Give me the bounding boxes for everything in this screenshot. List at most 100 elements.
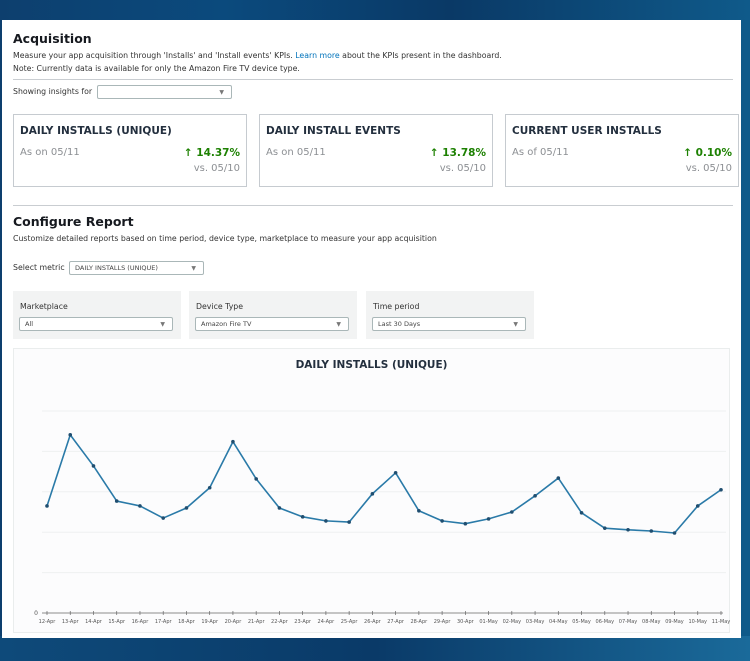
y-tick-label: 0 xyxy=(34,610,38,617)
x-tick-label: 29-Apr xyxy=(434,619,452,625)
kpi-title: DAILY INSTALLS (UNIQUE) xyxy=(20,125,172,137)
description-text-tail: about the KPIs present in the dashboard. xyxy=(339,51,502,60)
data-point[interactable] xyxy=(510,510,514,514)
time-period-dropdown[interactable]: Last 30 Days ▼ xyxy=(372,317,526,331)
description-text: Measure your app acquisition through 'In… xyxy=(13,51,296,60)
x-tick-label: 24-Apr xyxy=(318,619,336,625)
x-tick-label: 17-Apr xyxy=(155,619,173,625)
x-tick-label: 13-Apr xyxy=(62,619,80,625)
select-metric-dropdown[interactable]: DAILY INSTALLS (UNIQUE) ▼ xyxy=(69,261,204,275)
chevron-down-icon: ▼ xyxy=(336,321,341,328)
data-point[interactable] xyxy=(91,464,96,468)
data-point[interactable] xyxy=(579,511,584,515)
kpi-change-value: 13.78% xyxy=(442,147,486,159)
kpi-title: CURRENT USER INSTALLS xyxy=(512,125,662,137)
kpi-compare: vs. 05/10 xyxy=(439,163,486,174)
learn-more-link[interactable]: Learn more xyxy=(295,51,340,60)
marketplace-label: Marketplace xyxy=(20,302,68,311)
device-type-value: Amazon Fire TV xyxy=(201,320,252,328)
kpi-card-daily-install-events: DAILY INSTALL EVENTS As on 05/11 ↑ 13.78… xyxy=(259,114,493,187)
data-point[interactable] xyxy=(370,492,375,496)
chevron-down-icon: ▼ xyxy=(160,321,165,328)
data-note: Note: Currently data is available for on… xyxy=(13,64,300,73)
x-tick-label: 21-Apr xyxy=(248,619,266,625)
data-point[interactable] xyxy=(440,519,444,523)
x-tick-label: 23-Apr xyxy=(294,619,312,625)
x-tick-label: 30-Apr xyxy=(457,619,475,625)
data-point[interactable] xyxy=(68,433,73,437)
data-point[interactable] xyxy=(161,516,166,520)
data-point[interactable] xyxy=(324,519,328,523)
data-point[interactable] xyxy=(602,526,607,530)
divider xyxy=(13,79,733,80)
kpi-card-current-user-installs: CURRENT USER INSTALLS As of 05/11 ↑ 0.10… xyxy=(505,114,739,187)
background-band xyxy=(0,636,750,661)
up-arrow-icon: ↑ xyxy=(429,147,439,159)
divider xyxy=(13,205,733,206)
line-chart-plot: 012-Apr 13-Apr 14-Apr 15-Apr 16-Apr 17-Apr 18-… xyxy=(34,410,731,625)
x-tick-label: 02-May xyxy=(503,619,522,625)
data-point[interactable] xyxy=(300,515,305,519)
data-point[interactable] xyxy=(347,520,351,524)
data-point[interactable] xyxy=(393,471,398,475)
marketplace-filter: Marketplace All ▼ xyxy=(13,291,181,339)
data-line xyxy=(46,434,722,534)
select-metric-value: DAILY INSTALLS (UNIQUE) xyxy=(75,264,158,272)
x-tick-label: 20-Apr xyxy=(225,619,243,625)
data-point[interactable] xyxy=(672,531,677,535)
up-arrow-icon: ↑ xyxy=(183,147,193,159)
page-description: Measure your app acquisition through 'In… xyxy=(13,51,502,60)
kpi-date: As of 05/11 xyxy=(512,147,569,158)
marketplace-value: All xyxy=(25,320,34,328)
time-period-label: Time period xyxy=(373,302,420,311)
kpi-compare: vs. 05/10 xyxy=(193,163,240,174)
x-tick-label: 11-May xyxy=(712,619,731,625)
device-type-dropdown[interactable]: Amazon Fire TV ▼ xyxy=(195,317,349,331)
data-point[interactable] xyxy=(556,476,561,480)
data-point[interactable] xyxy=(45,504,49,508)
x-tick-label: 04-May xyxy=(549,619,568,625)
x-tick-label: 10-May xyxy=(689,619,708,625)
kpi-compare: vs. 05/10 xyxy=(685,163,732,174)
page-title: Acquisition xyxy=(13,31,92,46)
kpi-change-value: 14.37% xyxy=(196,147,240,159)
data-point[interactable] xyxy=(138,504,142,508)
data-point[interactable] xyxy=(184,506,189,510)
kpi-date: As on 05/11 xyxy=(20,147,80,158)
x-tick-label: 09-May xyxy=(665,619,684,625)
x-tick-label: 22-Apr xyxy=(271,619,289,625)
x-tick-label: 28-Apr xyxy=(411,619,429,625)
data-point[interactable] xyxy=(533,494,537,498)
x-tick-label: 05-May xyxy=(572,619,591,625)
kpi-card-daily-installs: DAILY INSTALLS (UNIQUE) As on 05/11 ↑ 14… xyxy=(13,114,247,187)
select-metric-label: Select metric xyxy=(13,263,65,272)
data-point[interactable] xyxy=(114,499,119,503)
data-point[interactable] xyxy=(231,439,235,444)
configure-report-title: Configure Report xyxy=(13,214,134,229)
data-point[interactable] xyxy=(486,517,491,521)
data-point[interactable] xyxy=(277,506,282,510)
device-type-label: Device Type xyxy=(196,302,244,311)
data-point[interactable] xyxy=(254,477,258,481)
kpi-title: DAILY INSTALL EVENTS xyxy=(266,125,401,137)
time-period-filter: Time period Last 30 Days ▼ xyxy=(366,291,534,339)
data-point[interactable] xyxy=(626,527,630,532)
data-point[interactable] xyxy=(463,521,468,526)
data-point[interactable] xyxy=(207,485,212,490)
time-period-value: Last 30 Days xyxy=(378,320,421,328)
x-tick-label: 16-Apr xyxy=(132,619,150,625)
marketplace-dropdown[interactable]: All ▼ xyxy=(19,317,173,331)
kpi-change: ↑ 0.10% xyxy=(683,147,732,159)
data-point[interactable] xyxy=(649,529,654,533)
x-tick-label: 07-May xyxy=(619,619,638,625)
x-tick-label: 06-May xyxy=(596,619,615,625)
x-tick-label: 26-Apr xyxy=(364,619,382,625)
showing-insights-dropdown[interactable]: ▼ xyxy=(97,85,232,99)
x-tick-label: 12-Apr xyxy=(39,619,57,625)
data-point[interactable] xyxy=(719,487,723,492)
x-tick-label: 18-Apr xyxy=(178,619,196,625)
chevron-down-icon: ▼ xyxy=(191,265,196,272)
data-point[interactable] xyxy=(695,504,700,508)
data-point[interactable] xyxy=(417,508,421,513)
x-tick-label: 25-Apr xyxy=(341,619,359,625)
